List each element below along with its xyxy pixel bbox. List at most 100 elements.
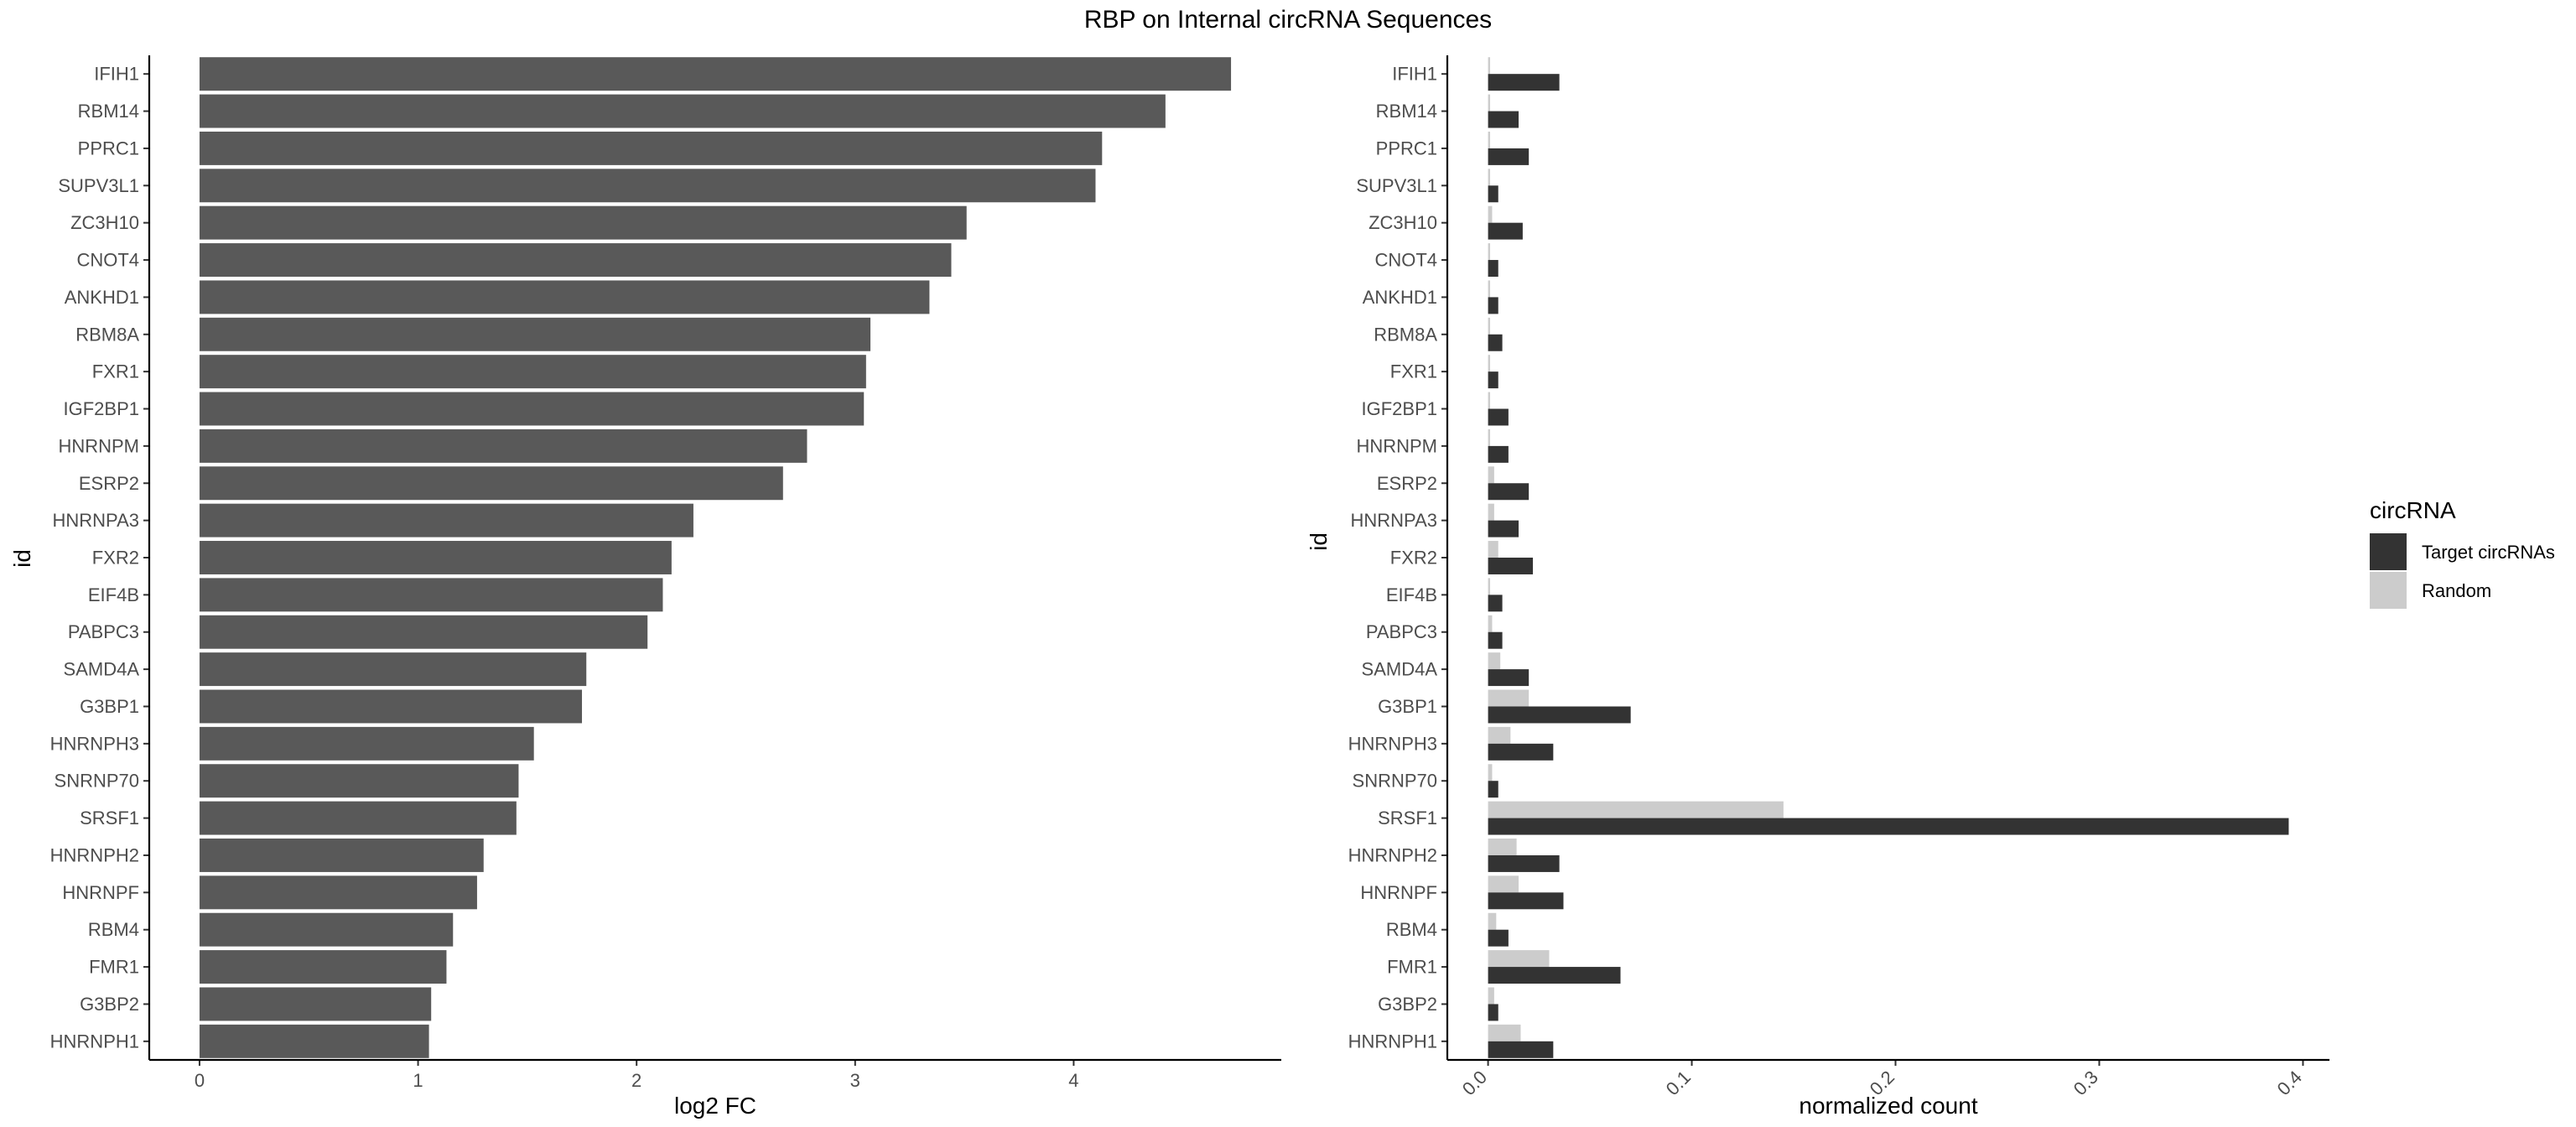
bar-target-fmr1 [1488, 967, 1621, 984]
bar-target-ifih1 [1488, 74, 1560, 91]
y-tick-label-g3bp1: G3BP1 [80, 696, 139, 717]
bar-target-igf2bp1 [1488, 408, 1509, 426]
y-tick-label-supv3l1: SUPV3L1 [58, 175, 139, 196]
y-tick-label-fxr1: FXR1 [92, 361, 139, 382]
bar-supv3l1 [199, 169, 1096, 203]
bar-hnrnpf [199, 875, 477, 910]
bar-target-supv3l1 [1488, 185, 1498, 203]
y-tick-label-zc3h10: ZC3H10 [70, 212, 139, 233]
x-tick-label: 2 [631, 1070, 641, 1091]
bar-pabpc3 [199, 615, 648, 649]
bar-random-pprc1 [1488, 131, 1491, 148]
right-panel: IFIH1 RBM14 PPRC1 SUPV3L1 ZC3H10 CNOT4 ANKHD1 R… [1306, 55, 2329, 1119]
legend: circRNA Target circRNAs Random [2370, 497, 2555, 609]
bar-random-hnrnpm [1488, 428, 1491, 446]
bar-fmr1 [199, 950, 447, 984]
y-tick-label-srsf1: SRSF1 [80, 808, 139, 828]
bar-random-fmr1 [1488, 950, 1550, 968]
bar-target-rbm14 [1488, 111, 1519, 128]
bar-eif4b [199, 578, 663, 612]
y-tick-label-hnrnph1: HNRNPH1 [1348, 1031, 1437, 1052]
y-tick-label-esrp2: ESRP2 [79, 473, 139, 494]
bar-target-g3bp2 [1488, 1004, 1498, 1021]
y-tick-label-pprc1: PPRC1 [1376, 138, 1437, 158]
y-tick-label-hnrnph2: HNRNPH2 [1348, 844, 1437, 865]
y-tick-label-pabpc3: PABPC3 [68, 621, 139, 642]
bar-random-g3bp2 [1488, 987, 1494, 1005]
y-tick-label-hnrnpm: HNRNPM [58, 435, 139, 456]
bar-random-rbm14 [1488, 94, 1491, 112]
y-tick-label-samd4a: SAMD4A [64, 659, 140, 680]
bar-random-fxr2 [1488, 541, 1498, 558]
bar-target-rbm8a [1488, 334, 1503, 351]
left-x-axis-title: log2 FC [674, 1093, 756, 1119]
bar-target-hnrnph1 [1488, 1041, 1554, 1058]
bar-target-rbm4 [1488, 929, 1509, 947]
bar-samd4a [199, 652, 587, 687]
y-tick-label-hnrnph1: HNRNPH1 [50, 1031, 139, 1052]
y-tick-label-rbm14: RBM14 [78, 101, 139, 122]
legend-swatch-random [2370, 572, 2407, 609]
bar-target-fxr1 [1488, 371, 1498, 389]
y-tick-label-rbm8a: RBM8A [75, 324, 139, 345]
bar-random-ankhd1 [1488, 280, 1491, 298]
bar-hnrnph2 [199, 838, 484, 872]
bar-fxr1 [199, 355, 866, 389]
y-tick-label-fxr2: FXR2 [92, 548, 139, 569]
x-tick-label: 4 [1068, 1070, 1078, 1091]
bar-random-srsf1 [1488, 801, 1784, 818]
y-tick-label-supv3l1: SUPV3L1 [1356, 175, 1437, 196]
bar-srsf1 [199, 801, 517, 835]
bar-random-supv3l1 [1488, 169, 1491, 186]
bar-ankhd1 [199, 280, 930, 314]
bar-target-zc3h10 [1488, 222, 1523, 240]
y-tick-label-hnrnph2: HNRNPH2 [50, 844, 139, 865]
bar-target-fxr2 [1488, 558, 1534, 574]
left-y-tick-labels: IFIH1 RBM14 PPRC1 SUPV3L1 ZC3H10 CNOT4 ANKHD1 R… [50, 64, 149, 1052]
y-tick-label-igf2bp1: IGF2BP1 [64, 398, 139, 419]
legend-label-target: Target circRNAs [2422, 542, 2555, 563]
left-y-axis-title: id [9, 549, 35, 568]
bar-target-eif4b [1488, 595, 1503, 612]
bar-random-eif4b [1488, 578, 1491, 595]
y-tick-label-fmr1: FMR1 [89, 957, 139, 978]
right-x-axis-title: normalized count [1799, 1093, 1977, 1119]
y-tick-label-hnrnph3: HNRNPH3 [1348, 733, 1437, 754]
y-tick-label-snrnp70: SNRNP70 [1353, 771, 1437, 792]
y-tick-label-hnrnpf: HNRNPF [1360, 882, 1437, 903]
bar-target-hnrnph3 [1488, 743, 1554, 761]
right-y-tick-labels: IFIH1 RBM14 PPRC1 SUPV3L1 ZC3H10 CNOT4 ANKHD1 R… [1348, 64, 1447, 1052]
bar-target-cnot4 [1488, 260, 1498, 278]
bar-snrnp70 [199, 764, 519, 798]
bar-hnrnpa3 [199, 503, 693, 538]
y-tick-label-cnot4: CNOT4 [76, 250, 139, 271]
bar-random-cnot4 [1488, 243, 1491, 261]
y-tick-label-hnrnpf: HNRNPF [62, 882, 139, 903]
y-tick-label-esrp2: ESRP2 [1377, 473, 1437, 494]
bar-random-samd4a [1488, 652, 1501, 670]
legend-swatch-target [2370, 533, 2407, 570]
y-tick-label-eif4b: EIF4B [88, 584, 139, 605]
legend-title: circRNA [2370, 497, 2456, 523]
right-bars [1488, 57, 2289, 1058]
bar-random-hnrnph3 [1488, 726, 1511, 744]
bar-random-ifih1 [1488, 57, 1491, 75]
bar-target-esrp2 [1488, 483, 1530, 501]
bar-target-pprc1 [1488, 148, 1530, 165]
bar-g3bp1 [199, 689, 583, 724]
right-y-axis-title: id [1306, 532, 1332, 551]
bar-rbm8a [199, 317, 871, 351]
y-tick-label-fxr2: FXR2 [1390, 548, 1437, 569]
bar-random-snrnp70 [1488, 764, 1493, 782]
bar-esrp2 [199, 466, 783, 501]
y-tick-label-g3bp1: G3BP1 [1378, 696, 1437, 717]
y-tick-label-igf2bp1: IGF2BP1 [1362, 398, 1437, 419]
legend-label-random: Random [2422, 580, 2491, 601]
y-tick-label-zc3h10: ZC3H10 [1368, 212, 1437, 233]
bar-rbm14 [199, 94, 1166, 128]
bar-target-hnrnpa3 [1488, 520, 1519, 538]
bar-random-pabpc3 [1488, 615, 1493, 632]
y-tick-label-g3bp2: G3BP2 [1378, 994, 1437, 1015]
bar-target-ankhd1 [1488, 297, 1498, 314]
